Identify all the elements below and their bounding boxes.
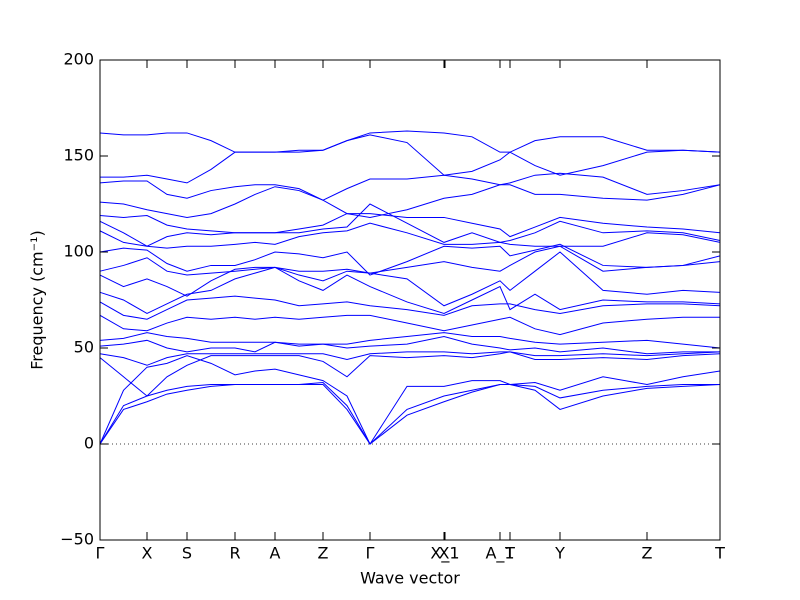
x-tick-label: S	[182, 544, 192, 563]
y-tick-label: −50	[60, 530, 94, 549]
band-line	[99, 295, 721, 320]
band-line	[99, 383, 721, 445]
band-line	[99, 245, 721, 276]
x-tick-label: X	[439, 544, 450, 563]
x-tick-label: Z	[318, 544, 329, 563]
x-tick-label: A	[270, 544, 281, 563]
y-tick-label: 0	[84, 434, 94, 453]
x-tick-label: A_1	[485, 544, 514, 564]
band-line	[99, 266, 721, 315]
y-tick-label: 150	[63, 146, 94, 165]
y-axis-label: Frequency (cm⁻¹)	[28, 230, 47, 369]
band-line	[99, 222, 721, 249]
band-line	[99, 332, 721, 349]
x-tick-label: Z	[642, 544, 653, 563]
x-tick-label: T	[504, 544, 515, 563]
x-tick-label: Y	[554, 544, 565, 563]
y-tick-label: 200	[63, 50, 94, 69]
band-line	[99, 251, 721, 307]
band-line	[99, 184, 721, 218]
x-tick-label: X_1	[430, 544, 459, 564]
x-tick-label: T	[714, 544, 725, 563]
band-line	[99, 130, 721, 153]
x-tick-label: Γ	[96, 544, 105, 563]
x-axis-label: Wave vector	[360, 569, 460, 588]
band-line	[100, 134, 721, 184]
band-line	[99, 351, 721, 366]
band-line	[99, 355, 721, 446]
plot-frame	[99, 59, 721, 541]
y-tick-label: 50	[74, 338, 94, 357]
x-tick-label: X	[142, 544, 153, 563]
x-tick-label: R	[229, 544, 240, 563]
band-line	[99, 243, 721, 276]
band-line	[99, 351, 721, 397]
band-line	[99, 213, 721, 238]
band-line	[99, 314, 720, 336]
band-line	[99, 382, 720, 445]
band-line	[99, 335, 720, 355]
y-tick-label: 100	[63, 242, 94, 261]
x-tick-label: Γ	[366, 544, 375, 563]
